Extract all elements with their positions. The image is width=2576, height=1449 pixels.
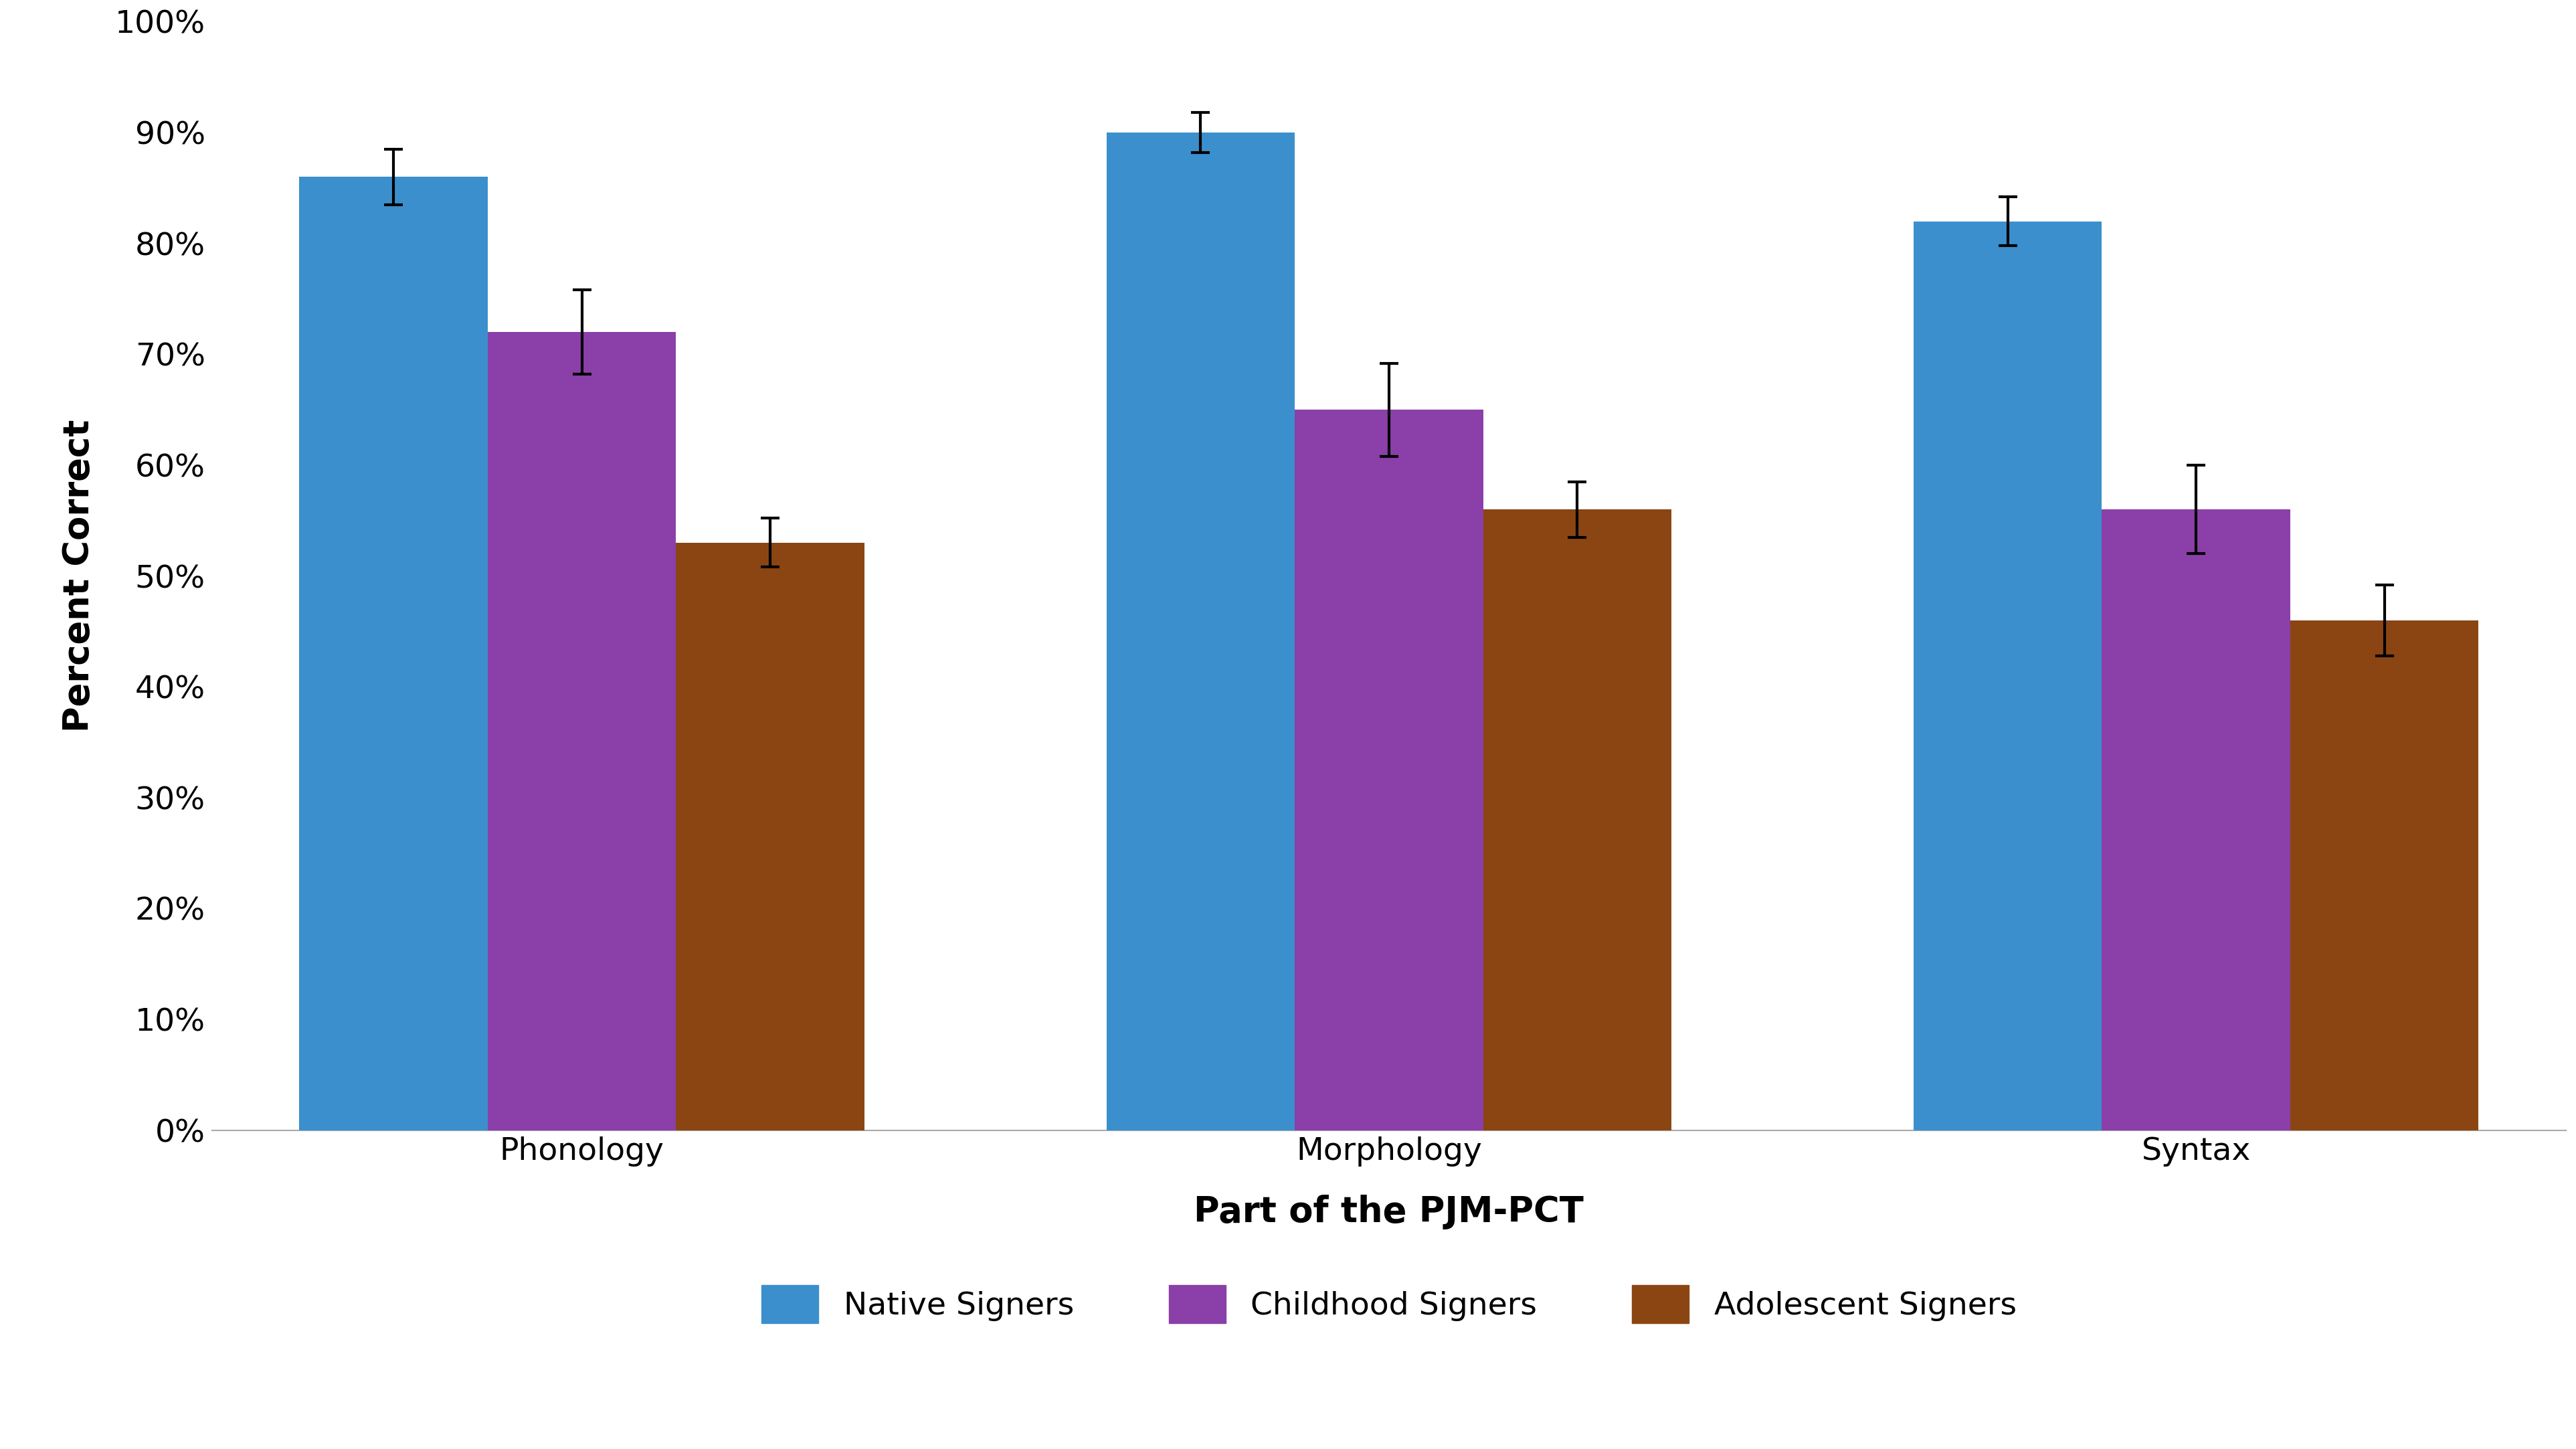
Bar	[675, 543, 866, 1130]
Bar	[2102, 510, 2290, 1130]
Bar	[2290, 620, 2478, 1130]
Bar	[1484, 510, 1672, 1130]
Bar	[1108, 133, 1296, 1130]
Bar	[1914, 222, 2102, 1130]
X-axis label: Part of the PJM-PCT: Part of the PJM-PCT	[1193, 1194, 1584, 1230]
Legend: Native Signers, Childhood Signers, Adolescent Signers: Native Signers, Childhood Signers, Adole…	[750, 1272, 2030, 1336]
Bar	[487, 332, 675, 1130]
Bar	[1296, 410, 1484, 1130]
Y-axis label: Percent Correct: Percent Correct	[62, 420, 95, 732]
Bar	[299, 177, 487, 1130]
